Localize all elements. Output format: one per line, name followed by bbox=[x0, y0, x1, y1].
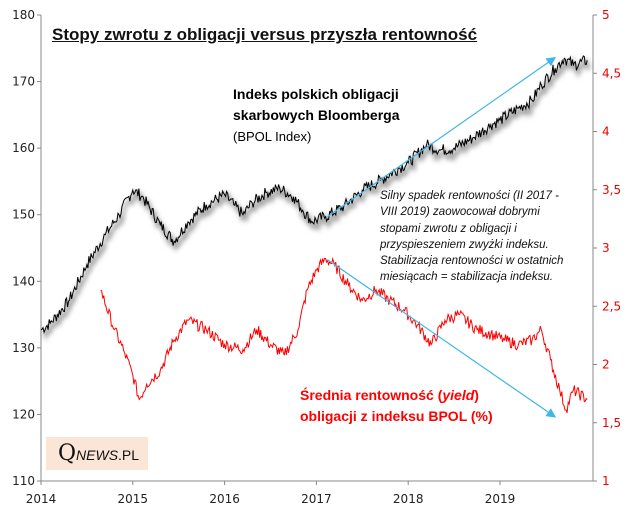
index-label-sub: (BPOL Index) bbox=[233, 129, 312, 144]
yield-line bbox=[100, 256, 588, 413]
index-label-line2: skarbowych Bloomberga bbox=[233, 107, 400, 123]
logo-suffix: .PL bbox=[118, 447, 140, 463]
right-tick-label: 4,5 bbox=[602, 66, 621, 80]
bpol-index-line bbox=[40, 55, 588, 334]
x-tick-label: 2018 bbox=[393, 492, 424, 506]
yield-label-line2: obligacji z indeksu BPOL (%) bbox=[300, 408, 493, 424]
left-tick-label: 110 bbox=[12, 474, 35, 488]
right-tick-label: 5 bbox=[602, 8, 610, 22]
left-tick-label: 120 bbox=[12, 407, 35, 421]
x-tick-label: 2015 bbox=[118, 492, 149, 506]
index-label-line1: Indeks polskich obligacji bbox=[233, 86, 399, 102]
comment-line: przyspieszeniem zwyżki indeksu. bbox=[380, 238, 549, 251]
left-tick-label: 180 bbox=[12, 8, 35, 22]
left-tick-label: 130 bbox=[12, 341, 35, 355]
left-tick-label: 160 bbox=[12, 141, 35, 155]
trend-arrow bbox=[327, 259, 557, 418]
left-tick-label: 140 bbox=[12, 274, 35, 288]
qnews-logo: QNEWS.PL bbox=[46, 437, 148, 470]
right-tick-label: 3 bbox=[602, 241, 610, 255]
x-tick-label: 2019 bbox=[485, 492, 516, 506]
right-tick-label: 1,5 bbox=[602, 416, 621, 430]
comment-line: stopami zwrotu z obligacji i bbox=[380, 222, 517, 235]
left-tick-label: 150 bbox=[12, 208, 35, 222]
x-tick-label: 2014 bbox=[26, 492, 57, 506]
right-tick-label: 2,5 bbox=[602, 299, 621, 313]
logo-q: Q bbox=[58, 441, 77, 466]
comment-line: Silny spadek rentowności (II 2017 - bbox=[380, 190, 559, 202]
comment-line: miesiącach = stabilizacja indeksu. bbox=[380, 271, 553, 284]
comment-line: Stabilizacja rentowności w ostatnich bbox=[380, 255, 564, 268]
comment-annotation: Silny spadek rentowności (II 2017 - VIII… bbox=[380, 188, 580, 286]
left-tick-label: 170 bbox=[12, 75, 35, 89]
trend-arrow bbox=[327, 56, 557, 218]
right-tick-label: 3,5 bbox=[602, 183, 621, 197]
comment-line: VIII 2019) zaowocował dobrymi bbox=[380, 206, 540, 219]
yield-annotation: Średnia rentowność (yield) obligacji z i… bbox=[300, 385, 493, 427]
yield-label-italic: yield bbox=[442, 387, 475, 403]
x-tick-label: 2017 bbox=[301, 492, 332, 506]
logo-news: NEWS bbox=[76, 447, 119, 463]
yield-label-pre: Średnia rentowność ( bbox=[300, 387, 443, 403]
series-shadow bbox=[42, 55, 591, 342]
index-annotation: Indeks polskich obligacji skarbowych Blo… bbox=[233, 84, 400, 147]
right-tick-label: 1 bbox=[602, 474, 610, 488]
x-tick-label: 2016 bbox=[209, 492, 240, 506]
chart-title: Stopy zwrotu z obligacji versus przyszła… bbox=[52, 25, 478, 44]
yield-label-post: ) bbox=[474, 387, 479, 403]
right-tick-label: 2 bbox=[602, 358, 610, 372]
right-tick-label: 4 bbox=[602, 125, 610, 139]
